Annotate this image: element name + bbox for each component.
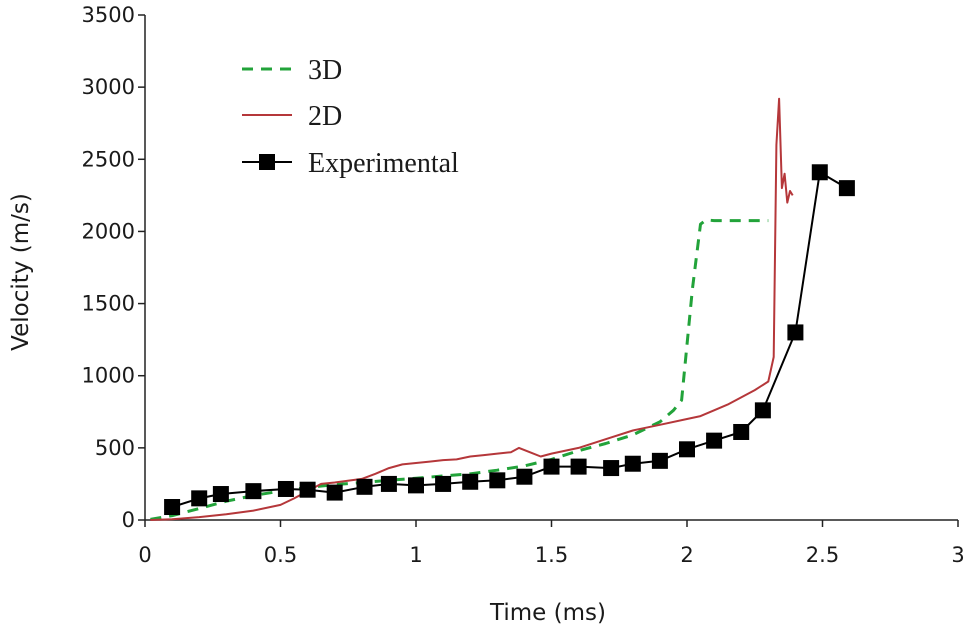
- y-axis-title: Velocity (m/s): [8, 193, 34, 351]
- data-point-experimental: [356, 478, 373, 495]
- data-point-experimental: [245, 483, 262, 500]
- y-tick-label: 0: [122, 508, 135, 532]
- data-point-experimental: [651, 452, 668, 469]
- x-tick-label: 0: [138, 543, 151, 567]
- y-tick-label: 2500: [82, 147, 135, 171]
- data-point-experimental: [516, 468, 533, 485]
- data-point-experimental: [754, 402, 771, 419]
- data-point-experimental: [191, 490, 208, 507]
- data-point-experimental: [679, 441, 695, 458]
- legend-label-3d: 3D: [308, 55, 342, 86]
- legend-item-3d: 3D: [242, 55, 342, 86]
- data-point-experimental: [408, 477, 424, 494]
- y-tick-label: 3500: [82, 3, 135, 27]
- data-point-experimental: [838, 180, 855, 197]
- series-line-experimental: [171, 171, 848, 508]
- x-tick-label: 3: [951, 543, 964, 567]
- data-point-experimental: [706, 432, 723, 449]
- y-tick-label: 500: [95, 436, 135, 460]
- data-point-experimental: [380, 475, 397, 492]
- x-axis-ticks: 0 0.5 1 1.5 2 2.5 3: [138, 520, 965, 567]
- y-tick-label: 3000: [82, 75, 135, 99]
- data-point-experimental: [787, 324, 804, 341]
- data-point-experimental: [603, 460, 620, 477]
- data-point-experimental: [543, 458, 560, 475]
- legend-label-2d: 2D: [308, 101, 342, 132]
- series-layer: [150, 97, 855, 521]
- data-point-experimental: [811, 164, 828, 181]
- legend-marker-experimental: [259, 154, 275, 170]
- data-point-experimental: [299, 481, 316, 498]
- legend: 3D 2D Experimental: [242, 55, 459, 179]
- data-point-experimental: [733, 423, 750, 440]
- x-tick-label: 1: [409, 543, 422, 567]
- legend-item-2d: 2D: [242, 101, 342, 132]
- x-tick-label: 2.5: [806, 543, 839, 567]
- y-tick-label: 2000: [82, 219, 135, 243]
- data-point-experimental: [164, 499, 181, 516]
- data-point-experimental: [624, 455, 641, 472]
- y-axis-ticks: 0 500 1000 1500 2000 2500 3000 3500: [82, 3, 145, 532]
- data-point-experimental: [435, 475, 452, 492]
- x-axis-title: Time (ms): [489, 600, 606, 626]
- series-line-3d: [150, 218, 769, 521]
- data-point-experimental: [489, 472, 506, 489]
- legend-item-experimental: Experimental: [242, 148, 459, 179]
- x-tick-label: 1.5: [535, 543, 568, 567]
- data-point-experimental: [462, 473, 479, 490]
- data-point-experimental: [326, 484, 343, 501]
- data-point-experimental: [570, 458, 587, 475]
- data-point-experimental: [212, 486, 229, 503]
- data-point-experimental: [277, 480, 294, 497]
- x-tick-label: 2: [680, 543, 693, 567]
- x-tick-label: 0.5: [264, 543, 297, 567]
- legend-label-experimental: Experimental: [308, 148, 459, 179]
- y-tick-label: 1000: [82, 364, 135, 388]
- y-tick-label: 1500: [82, 292, 135, 316]
